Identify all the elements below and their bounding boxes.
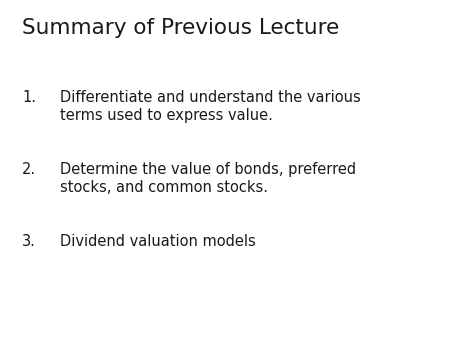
Text: Determine the value of bonds, preferred: Determine the value of bonds, preferred xyxy=(60,162,356,177)
Text: Summary of Previous Lecture: Summary of Previous Lecture xyxy=(22,18,339,38)
Text: 2.: 2. xyxy=(22,162,36,177)
Text: Dividend valuation models: Dividend valuation models xyxy=(60,234,256,249)
Text: 1.: 1. xyxy=(22,90,36,105)
Text: 3.: 3. xyxy=(22,234,36,249)
Text: stocks, and common stocks.: stocks, and common stocks. xyxy=(60,180,268,195)
Text: Differentiate and understand the various: Differentiate and understand the various xyxy=(60,90,361,105)
Text: terms used to express value.: terms used to express value. xyxy=(60,108,273,123)
